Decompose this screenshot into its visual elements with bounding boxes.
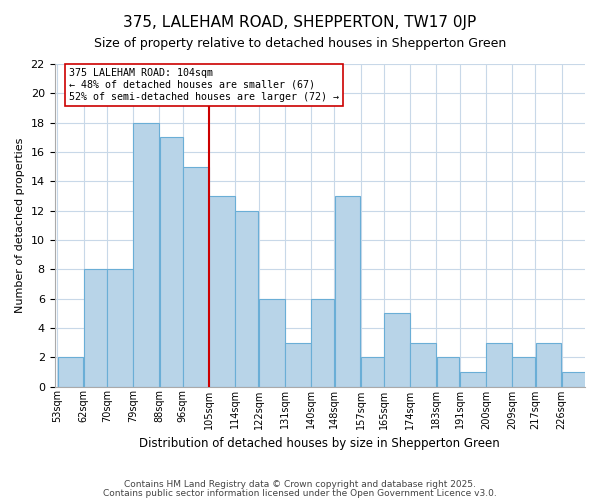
Text: Contains HM Land Registry data © Crown copyright and database right 2025.: Contains HM Land Registry data © Crown c… xyxy=(124,480,476,489)
Bar xyxy=(562,372,587,386)
Bar xyxy=(536,342,562,386)
Text: Contains public sector information licensed under the Open Government Licence v3: Contains public sector information licen… xyxy=(103,488,497,498)
Bar xyxy=(384,313,410,386)
Bar xyxy=(285,342,311,386)
Bar xyxy=(84,269,107,386)
Text: Size of property relative to detached houses in Shepperton Green: Size of property relative to detached ho… xyxy=(94,38,506,51)
Bar xyxy=(361,357,383,386)
Bar xyxy=(335,196,361,386)
Y-axis label: Number of detached properties: Number of detached properties xyxy=(15,138,25,313)
X-axis label: Distribution of detached houses by size in Shepperton Green: Distribution of detached houses by size … xyxy=(139,437,500,450)
Bar xyxy=(183,166,209,386)
Text: 375 LALEHAM ROAD: 104sqm
← 48% of detached houses are smaller (67)
52% of semi-d: 375 LALEHAM ROAD: 104sqm ← 48% of detach… xyxy=(69,68,339,102)
Bar xyxy=(107,269,133,386)
Bar xyxy=(133,122,159,386)
Bar xyxy=(486,342,512,386)
Bar xyxy=(160,138,182,386)
Bar xyxy=(209,196,235,386)
Bar xyxy=(437,357,460,386)
Text: 375, LALEHAM ROAD, SHEPPERTON, TW17 0JP: 375, LALEHAM ROAD, SHEPPERTON, TW17 0JP xyxy=(124,15,476,30)
Bar xyxy=(311,298,334,386)
Bar xyxy=(512,357,535,386)
Bar xyxy=(259,298,284,386)
Bar xyxy=(410,342,436,386)
Bar xyxy=(235,210,259,386)
Bar xyxy=(460,372,485,386)
Bar xyxy=(58,357,83,386)
